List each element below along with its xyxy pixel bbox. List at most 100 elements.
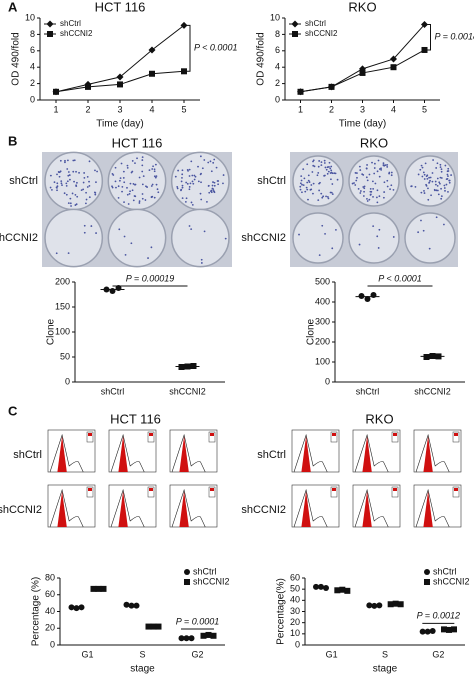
colony xyxy=(191,203,194,206)
y-tick-label: 500 xyxy=(315,276,330,286)
colony xyxy=(212,181,214,183)
colony xyxy=(200,198,203,201)
colony xyxy=(429,179,431,182)
marker xyxy=(90,585,97,592)
well xyxy=(107,208,167,268)
colony xyxy=(426,178,429,180)
colony xyxy=(427,187,429,190)
marker xyxy=(116,73,124,81)
colony xyxy=(363,190,365,193)
marker xyxy=(419,628,426,635)
colony xyxy=(152,165,154,168)
colony xyxy=(206,200,208,203)
profile xyxy=(354,433,389,473)
colony xyxy=(72,159,75,162)
colony xyxy=(117,185,120,188)
x-tick-label: 3 xyxy=(117,104,122,114)
colony xyxy=(312,192,314,195)
colony xyxy=(191,180,194,183)
colony xyxy=(199,155,202,158)
marker xyxy=(184,363,191,370)
colony xyxy=(318,189,321,192)
marker xyxy=(181,68,187,75)
colony xyxy=(80,189,83,192)
well xyxy=(170,151,230,211)
colony xyxy=(378,195,381,198)
well xyxy=(107,151,167,211)
colony xyxy=(368,173,371,176)
colony xyxy=(181,176,183,179)
well xyxy=(292,155,344,207)
marker xyxy=(424,569,430,575)
axes xyxy=(59,578,225,646)
marker xyxy=(133,602,140,609)
colony xyxy=(71,192,74,195)
colony xyxy=(67,252,70,255)
colony xyxy=(59,159,62,162)
colony xyxy=(365,167,368,170)
colony xyxy=(53,181,56,184)
y-tick-label: 4 xyxy=(30,62,35,72)
colony xyxy=(61,184,63,187)
y-axis-label: OD 490/fold xyxy=(256,32,267,85)
colony xyxy=(382,196,385,199)
marker xyxy=(292,31,298,37)
colony xyxy=(328,161,331,164)
colony xyxy=(383,191,386,193)
x-tick-label: shCCNI2 xyxy=(169,386,206,396)
colony xyxy=(131,160,134,162)
colony xyxy=(65,182,68,185)
colony xyxy=(372,225,375,227)
marker xyxy=(424,628,431,635)
colony xyxy=(75,170,77,173)
g1-peak xyxy=(57,491,67,527)
g1-peak xyxy=(301,491,311,527)
marker xyxy=(359,69,366,76)
colony xyxy=(425,183,427,186)
x-tick-label: 5 xyxy=(181,104,186,114)
colony xyxy=(177,169,180,172)
marker xyxy=(334,587,341,594)
colony xyxy=(200,181,202,184)
colony xyxy=(176,187,179,190)
colony xyxy=(429,176,432,179)
marker xyxy=(451,626,457,633)
x-tick-label: G2 xyxy=(432,649,444,659)
marker xyxy=(117,81,123,88)
colony xyxy=(213,181,216,184)
colony xyxy=(312,160,314,163)
marker xyxy=(184,579,190,585)
colony xyxy=(119,177,122,179)
colony xyxy=(66,180,69,183)
y-tick-label: 40 xyxy=(45,606,55,616)
colony xyxy=(327,170,330,173)
x-tick-label: 4 xyxy=(149,104,154,114)
marker xyxy=(205,631,212,638)
marker xyxy=(180,21,188,29)
y-tick-label: 20 xyxy=(290,617,300,627)
bracket xyxy=(187,24,191,72)
profile xyxy=(110,433,145,473)
colony xyxy=(440,170,443,173)
colony xyxy=(64,161,66,164)
marker xyxy=(109,288,116,294)
colony xyxy=(443,184,446,187)
colony xyxy=(213,158,216,161)
marker xyxy=(429,353,436,359)
colony xyxy=(428,247,431,250)
colony xyxy=(192,182,195,185)
plate-title: HCT 116 xyxy=(112,135,163,150)
well xyxy=(292,212,344,264)
legend-swatch xyxy=(393,488,397,491)
colony xyxy=(69,178,71,181)
x-tick-label: shCCNI2 xyxy=(414,386,451,396)
colony xyxy=(141,183,144,186)
colony xyxy=(82,188,85,191)
colony xyxy=(111,173,114,175)
colony xyxy=(448,179,451,182)
marker xyxy=(421,46,428,53)
colony xyxy=(439,182,441,185)
colony xyxy=(85,202,87,205)
colony xyxy=(213,184,216,187)
legend-label: shCCNI2 xyxy=(193,576,230,586)
